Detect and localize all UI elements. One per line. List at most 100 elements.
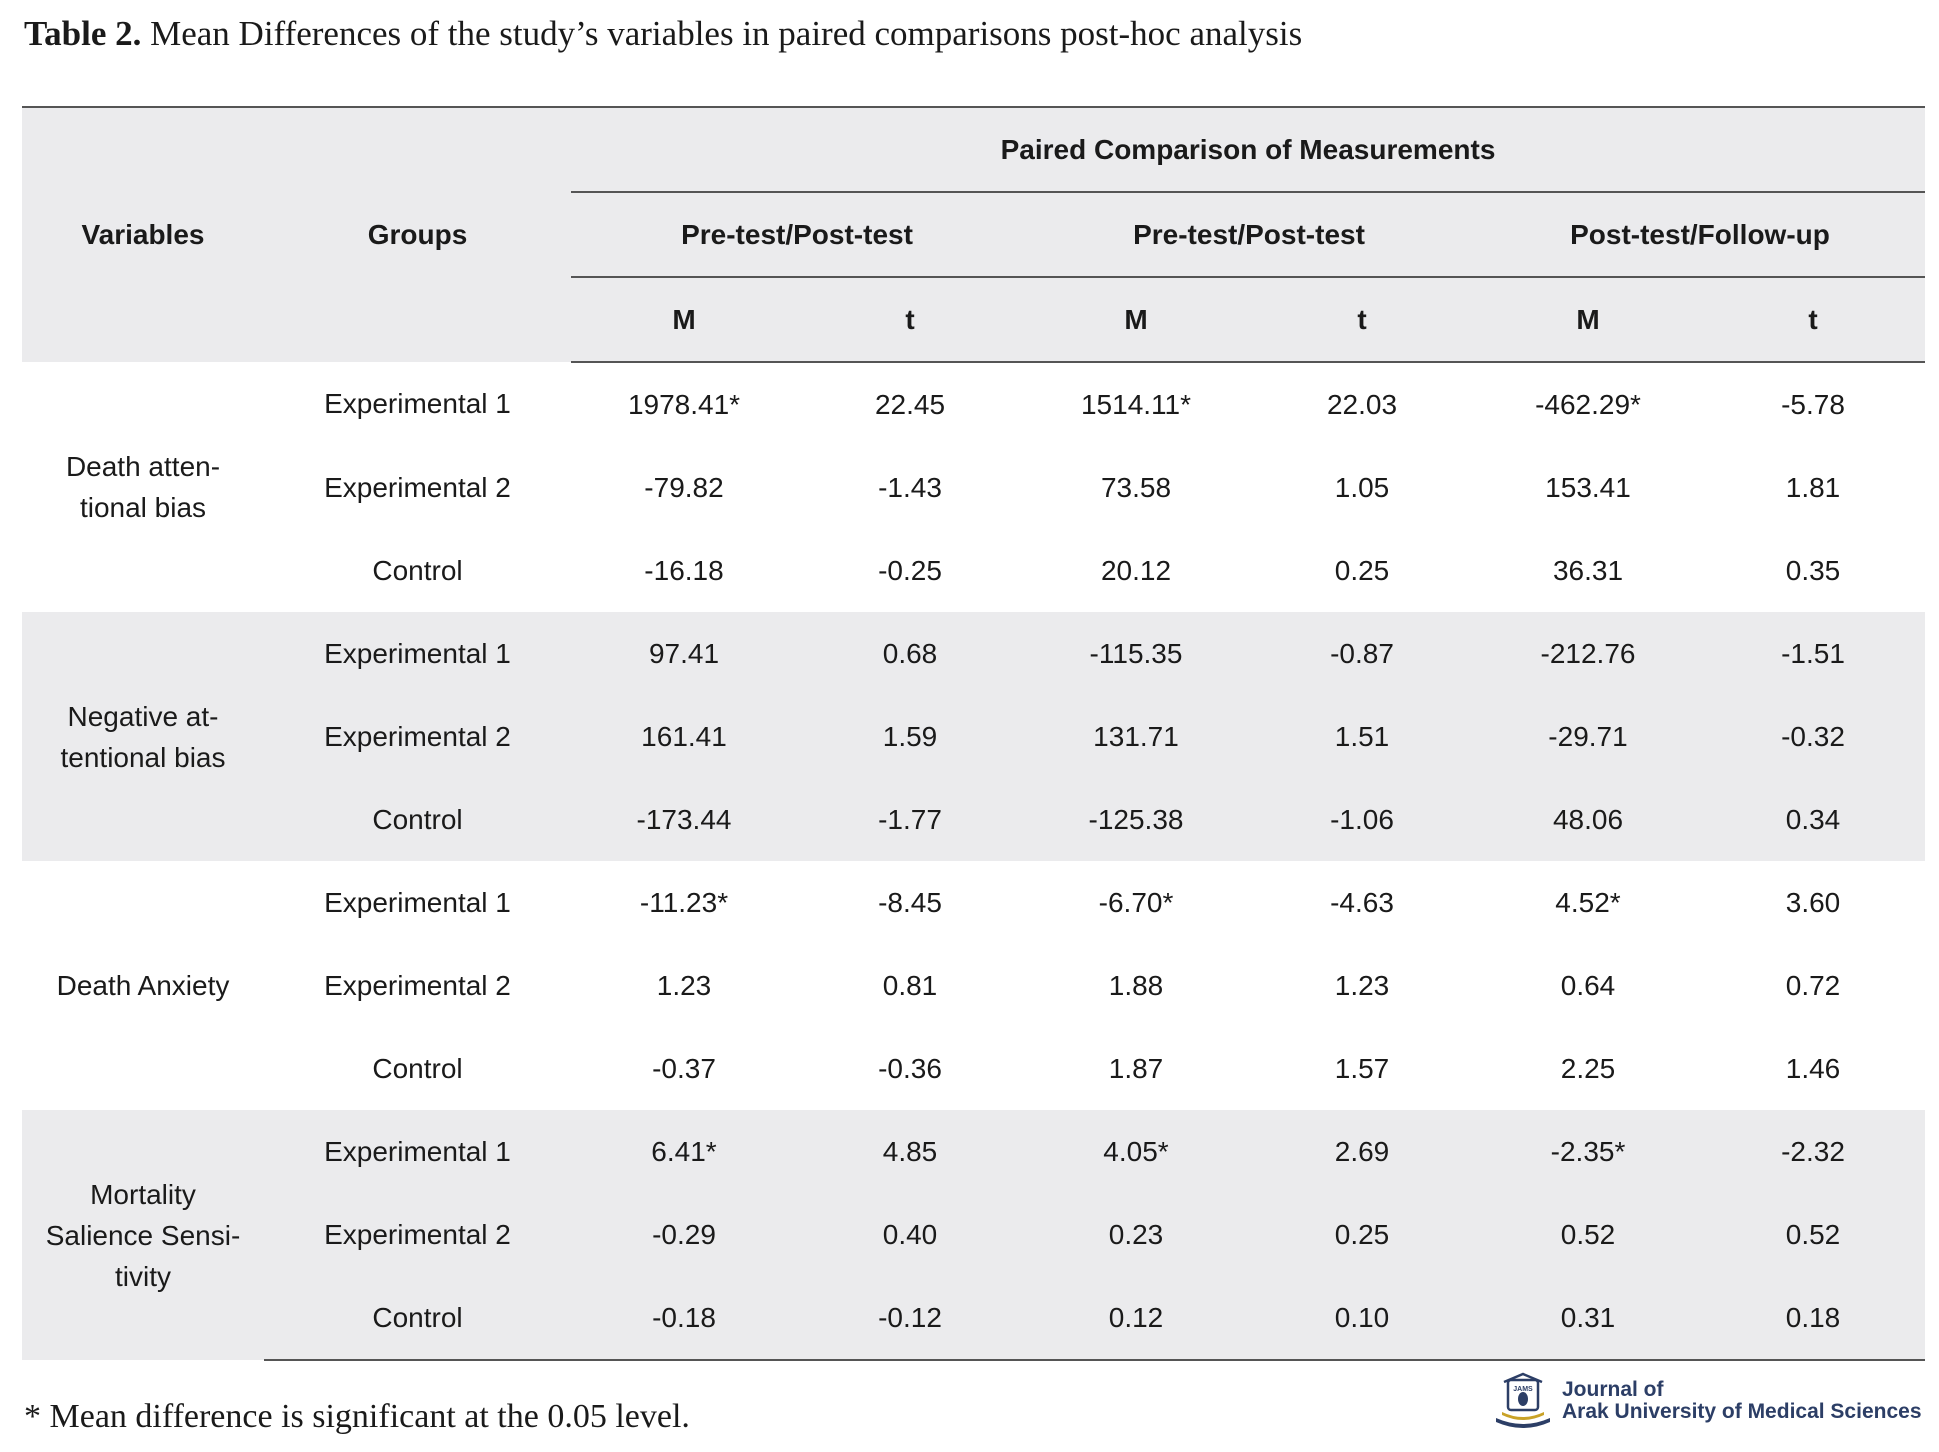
caption-label: Table 2. (24, 14, 142, 53)
mean-difference-cell: -0.29 (571, 1193, 797, 1276)
mean-difference-cell: 0.23 (1023, 1193, 1249, 1276)
mean-difference-cell: -125.38 (1023, 778, 1249, 861)
table-row: Experimental 2 -0.29 0.40 0.23 0.25 0.52 0.52 (22, 1193, 1925, 1276)
section-death-attentional-bias: Death atten-tional bias Experimental 1 197… (22, 362, 1925, 612)
t-value-cell: 2.69 (1249, 1110, 1475, 1193)
group-name-cell: Experimental 2 (264, 695, 571, 778)
mean-difference-cell: 153.41 (1545, 471, 1631, 503)
t-value-cell: 0.25 (1334, 554, 1390, 586)
header-comparison-1: Pre-test/Post-test (571, 192, 1023, 278)
variable-name-cell: Death Anxiety (56, 970, 230, 1001)
t-value-cell: 1.81 (1785, 471, 1841, 503)
t-value-cell: 1.23 (1334, 969, 1390, 1001)
group-name-cell: Experimental 1 (264, 612, 571, 695)
mean-differences-table: Variables Groups Paired Comparison of Me… (22, 106, 1925, 1361)
header-comparison-3: Post-test/Follow-up (1475, 192, 1925, 278)
mean-difference-cell: -173.44 (571, 778, 797, 861)
table-header: Variables Groups Paired Comparison of Me… (22, 106, 1925, 363)
t-value-cell: 0.72 (1785, 969, 1841, 1001)
t-value-cell: -0.25 (878, 554, 942, 586)
t-value-cell: 3.60 (1785, 886, 1841, 918)
mean-difference-cell: -115.35 (1023, 612, 1249, 695)
t-value-cell: 0.68 (797, 612, 1023, 695)
table-row: Control -0.37 -0.36 1.87 1.57 2.25 1.46 (22, 1027, 1925, 1110)
t-value-cell: 1.05 (1334, 471, 1390, 503)
mean-difference-cell: 0.52 (1475, 1193, 1701, 1276)
mean-difference-cell: -462.29* (1535, 388, 1641, 420)
group-name-cell: Experimental 2 (324, 969, 511, 1001)
t-value-cell: -1.06 (1249, 778, 1475, 861)
t-value-cell: -0.36 (878, 1052, 942, 1084)
t-value-cell: 22.45 (874, 388, 946, 420)
t-value-cell: -1.51 (1701, 612, 1925, 695)
t-value-cell: -4.63 (1330, 886, 1394, 918)
svg-text:JAMS: JAMS (1513, 1386, 1533, 1393)
mean-difference-cell: 1.87 (1108, 1052, 1164, 1084)
t-value-cell: 1.51 (1249, 695, 1475, 778)
journal-name-line2: Arak University of Medical Sciences (1562, 1400, 1922, 1423)
mean-difference-cell: -6.70* (1098, 886, 1174, 918)
header-stat-m: M (571, 277, 797, 363)
group-name-cell: Control (264, 1276, 571, 1361)
mean-difference-cell: -11.23* (639, 886, 729, 918)
group-name-cell: Control (372, 1052, 463, 1084)
group-name-cell: Control (372, 554, 463, 586)
variable-name-cell: Death atten-tional bias (65, 451, 221, 523)
t-value-cell: -5.78 (1781, 388, 1845, 420)
t-value-cell: 1.59 (797, 695, 1023, 778)
header-variables: Variables (22, 106, 264, 362)
t-value-cell: 0.81 (882, 969, 938, 1001)
journal-logo: JAMS Journal of Arak University of Medic… (1490, 1370, 1922, 1432)
t-value-cell: -0.12 (797, 1276, 1023, 1361)
t-value-cell: 0.25 (1249, 1193, 1475, 1276)
variable-name-cell: Negative at-tentional bias (22, 612, 264, 861)
t-value-cell: -0.32 (1701, 695, 1925, 778)
t-value-cell: 0.10 (1249, 1276, 1475, 1361)
mean-difference-cell: -16.18 (644, 554, 724, 586)
t-value-cell: 4.85 (797, 1110, 1023, 1193)
mean-difference-cell: 4.52* (1555, 886, 1621, 918)
section-mortality-salience-sensitivity: Mortality Salience Sensi-tivity Experiment… (22, 1110, 1925, 1361)
mean-difference-cell: 2.25 (1560, 1052, 1616, 1084)
table-row: Experimental 2 161.41 1.59 131.71 1.51 -29.71… (22, 695, 1925, 778)
mean-difference-cell: 36.31 (1552, 554, 1624, 586)
table-row: Control -0.18 -0.12 0.12 0.10 0.31 0.18 (22, 1276, 1925, 1361)
mean-difference-cell: 6.41* (571, 1110, 797, 1193)
t-value-cell: -1.43 (878, 471, 942, 503)
table-row: Experimental 2 1.23 0.81 1.88 1.23 0.64 0.72 (22, 944, 1925, 1027)
table-row: Mortality Salience Sensi-tivity Experiment… (22, 1110, 1925, 1360)
section-death-anxiety: Death Anxiety Experimental 1 -11.23* -8.45 -… (22, 861, 1925, 1110)
mean-difference-cell: -0.37 (652, 1052, 716, 1084)
t-value-cell: 1.46 (1785, 1052, 1841, 1084)
mean-difference-cell: 0.64 (1560, 969, 1616, 1001)
journal-name: Journal of Arak University of Medical Sc… (1562, 1379, 1922, 1423)
header-stat-t: t (1701, 277, 1925, 363)
mean-difference-cell: -212.76 (1475, 612, 1701, 695)
t-value-cell: 22.03 (1326, 388, 1398, 420)
group-name-cell: Experimental 2 (264, 1193, 571, 1276)
mean-difference-cell: 48.06 (1475, 778, 1701, 861)
t-value-cell: 0.40 (797, 1193, 1023, 1276)
mean-difference-cell: 1978.41* (627, 388, 741, 420)
mean-difference-cell: 97.41 (571, 612, 797, 695)
group-name-cell: Experimental 2 (324, 471, 511, 503)
mean-difference-cell: 1.88 (1108, 969, 1164, 1001)
mean-difference-cell: 131.71 (1023, 695, 1249, 778)
table-row: Control -16.18 -0.25 20.12 0.25 36.31 0.35 (22, 529, 1925, 612)
caption-text: Mean Differences of the study’s variable… (141, 14, 1303, 53)
mean-difference-cell: 20.12 (1100, 554, 1172, 586)
mean-difference-cell: 4.05* (1023, 1110, 1249, 1193)
variable-name-cell: Mortality Salience Sensi-tivity (22, 1110, 264, 1360)
t-value-cell: 0.35 (1785, 554, 1841, 586)
mean-difference-cell: -0.18 (571, 1276, 797, 1361)
header-stat-t: t (797, 277, 1023, 363)
t-value-cell: 0.34 (1701, 778, 1925, 861)
t-value-cell: -0.87 (1249, 612, 1475, 695)
t-value-cell: 1.57 (1334, 1052, 1390, 1084)
t-value-cell: 0.18 (1701, 1276, 1925, 1361)
section-negative-attentional-bias: Negative at-tentional bias Experimental 1… (22, 612, 1925, 861)
header-stat-m: M (1023, 277, 1249, 363)
table-row: Negative at-tentional bias Experimental 1… (22, 612, 1925, 861)
t-value-cell: -1.77 (797, 778, 1023, 861)
mean-difference-cell: -79.82 (644, 471, 724, 503)
